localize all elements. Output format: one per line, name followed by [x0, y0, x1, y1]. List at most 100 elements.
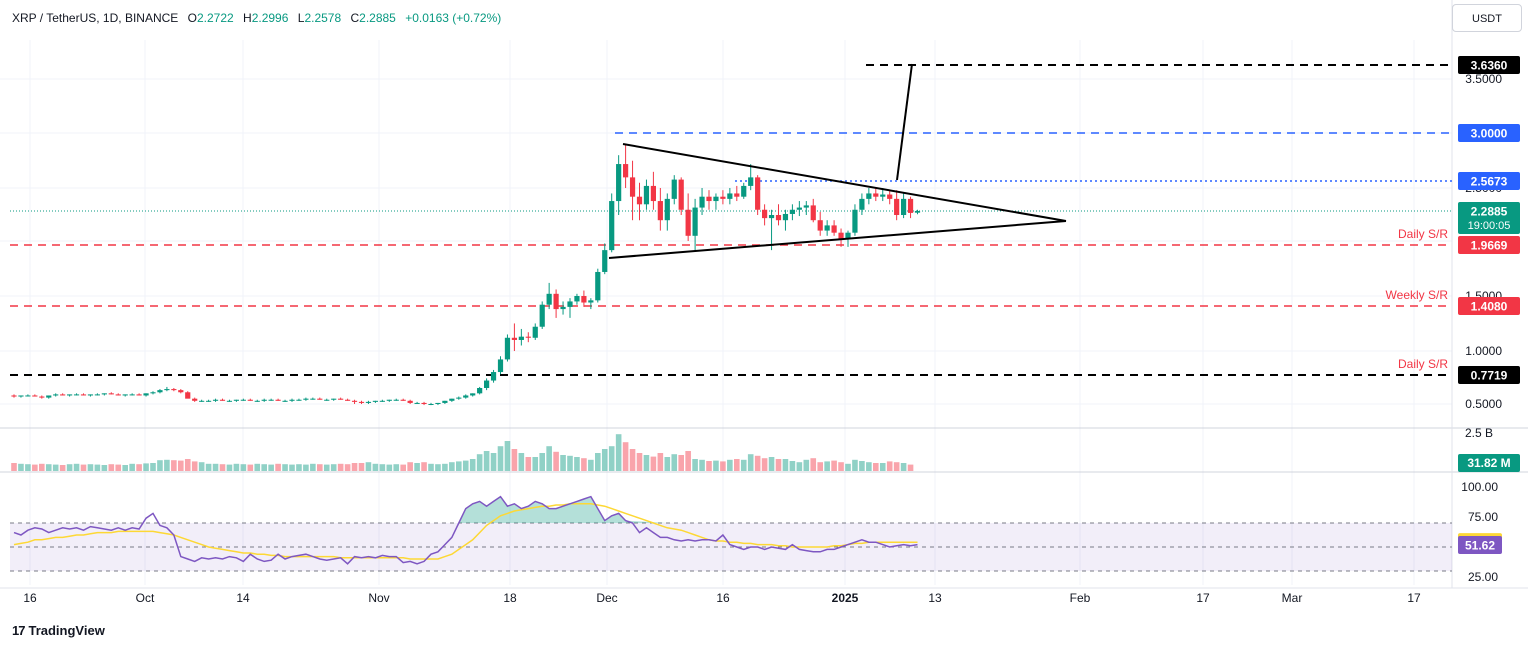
candle-body	[32, 395, 38, 397]
volume-bar	[393, 464, 400, 471]
volume-bar	[886, 461, 893, 471]
candle-body	[407, 400, 413, 403]
volume-bar	[414, 463, 420, 471]
candle-body	[873, 193, 879, 197]
candle-body	[463, 395, 469, 398]
volume-bar	[615, 434, 622, 471]
countdown-label: 19:00:05	[1468, 220, 1511, 232]
volume-axis-label: 2.5 B	[1465, 426, 1493, 440]
volume-bar	[657, 453, 664, 471]
candle-body	[11, 395, 17, 397]
low-label: L	[297, 11, 305, 25]
candle-body	[199, 400, 205, 402]
volume-bar	[39, 463, 45, 471]
volume-bar	[275, 463, 281, 471]
candle-body	[880, 194, 886, 197]
volume-bar	[588, 459, 594, 471]
candle-body	[331, 398, 337, 400]
volume-bar	[150, 463, 156, 471]
time-tick-label: Feb	[1070, 591, 1091, 605]
volume-bar	[233, 463, 240, 471]
volume-bar	[122, 465, 128, 471]
volume-bar	[198, 462, 205, 471]
volume-bar	[18, 463, 24, 471]
volume-bar	[205, 463, 212, 471]
candle-body	[164, 389, 170, 391]
time-tick-label: 16	[716, 591, 730, 605]
candle-body	[25, 395, 31, 397]
candle-body	[449, 398, 455, 401]
volume-bar	[539, 453, 545, 471]
price-badge	[1458, 236, 1520, 254]
candle-body	[748, 177, 754, 186]
volume-bar	[400, 464, 406, 471]
volume-bar	[191, 461, 198, 471]
tradingview-logo[interactable]: 17 TradingView	[12, 623, 105, 638]
candle-body	[477, 388, 483, 394]
volume-bar	[747, 454, 754, 471]
volume-bar	[504, 441, 511, 471]
volume-bar	[692, 459, 698, 471]
candle-body	[699, 196, 705, 208]
rsi-tick-label: 25.00	[1468, 570, 1498, 584]
candle-body	[365, 401, 372, 403]
price-badge	[1458, 297, 1520, 315]
price-badge-label: 2.5673	[1471, 175, 1508, 189]
volume-bar	[525, 457, 532, 471]
candle-body	[39, 396, 45, 398]
candle-body	[755, 177, 761, 210]
volume-bar	[462, 460, 469, 471]
volume-bar	[518, 453, 525, 471]
volume-bar	[608, 446, 615, 471]
candle-body	[94, 394, 100, 396]
candle-body	[581, 296, 587, 303]
price-badge-label: 1.4080	[1471, 300, 1508, 314]
candle-body	[859, 198, 865, 210]
volume-bar	[789, 461, 796, 471]
candle-body	[358, 401, 365, 403]
price-badge-label: 0.7719	[1471, 369, 1508, 383]
candle-body	[643, 185, 650, 205]
volume-bar	[101, 465, 108, 471]
candle-body	[685, 209, 691, 236]
volume-bar	[740, 459, 747, 471]
volume-bar	[629, 449, 636, 471]
volume-bar	[643, 455, 650, 471]
symbol-header[interactable]: XRP / TetherUS, 1D, BINANCE O2.2722 H2.2…	[12, 11, 501, 25]
candle-body	[762, 209, 768, 219]
volume-bar	[330, 464, 337, 471]
candle-body	[345, 399, 351, 401]
symbol-title[interactable]: XRP / TetherUS, 1D, BINANCE	[12, 11, 179, 25]
candle-body	[845, 232, 851, 239]
volume-bar	[553, 451, 559, 471]
volume-bar	[567, 455, 573, 471]
candle-body	[866, 193, 872, 199]
candle-body	[108, 393, 114, 395]
time-tick-label: 18	[503, 591, 517, 605]
candle-body	[310, 398, 316, 400]
volume-bar	[796, 462, 803, 471]
candle-body	[393, 399, 399, 401]
candle-body	[261, 399, 267, 401]
volume-bar	[428, 463, 434, 471]
candle-body	[831, 225, 837, 233]
candle-body	[539, 304, 545, 327]
volume-bar	[240, 464, 247, 471]
candle-body	[303, 398, 309, 400]
low-value: 2.2578	[304, 11, 342, 25]
volume-bar	[845, 463, 851, 471]
candle-body	[219, 399, 226, 401]
currency-button[interactable]: USDT	[1452, 4, 1522, 32]
volume-bar	[907, 464, 914, 471]
candle-body	[150, 392, 156, 394]
volume-bar	[219, 464, 226, 471]
time-tick-label: Dec	[596, 591, 617, 605]
volume-bar	[803, 459, 810, 471]
brand-name: TradingView	[28, 623, 105, 638]
level-label: Daily S/R	[1398, 227, 1448, 241]
volume-bar	[435, 464, 441, 471]
price-badge	[1458, 366, 1520, 384]
volume-bar	[852, 459, 858, 471]
rsi-tick-label: 75.00	[1468, 510, 1498, 524]
price-badges: 3.6360 3.0000 2.5673 1.9669 1.4080 0.7719 2.28…	[1458, 56, 1520, 555]
